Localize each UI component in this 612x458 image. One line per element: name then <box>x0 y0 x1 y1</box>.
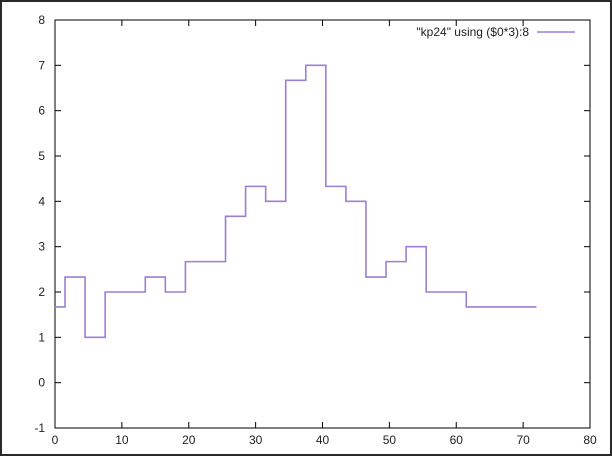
plot-area-frame <box>55 20 590 428</box>
ticks-layer: 0 10 20 30 40 50 60 70 80 -1 0 1 2 3 4 5 6 7 8 <box>34 13 597 447</box>
y-tick-label: 6 <box>38 104 45 118</box>
x-tick-label: 60 <box>450 433 464 447</box>
y-tick-label: 3 <box>38 240 45 254</box>
x-tick-label: 0 <box>52 433 59 447</box>
y-tick-label: 4 <box>38 194 45 208</box>
x-tick-label: 20 <box>182 433 196 447</box>
y-tick-label: 1 <box>38 330 45 344</box>
y-tick-label: 2 <box>38 285 45 299</box>
x-tick-label: 50 <box>383 433 397 447</box>
y-tick-label: -1 <box>34 421 45 435</box>
series-layer <box>55 65 537 337</box>
x-tick-label: 10 <box>115 433 129 447</box>
legend-entry-label: "kp24" using ($0*3):8 <box>416 25 529 39</box>
x-tick-label: 40 <box>316 433 330 447</box>
y-tick-label: 0 <box>38 376 45 390</box>
x-tick-label: 80 <box>583 433 597 447</box>
series-line <box>55 65 537 337</box>
x-tick-label: 30 <box>249 433 263 447</box>
y-tick-label: 8 <box>38 13 45 27</box>
x-tick-label: 70 <box>516 433 530 447</box>
y-tick-label: 5 <box>38 149 45 163</box>
y-tick-label: 7 <box>38 58 45 72</box>
legend: "kp24" using ($0*3):8 <box>416 25 575 39</box>
